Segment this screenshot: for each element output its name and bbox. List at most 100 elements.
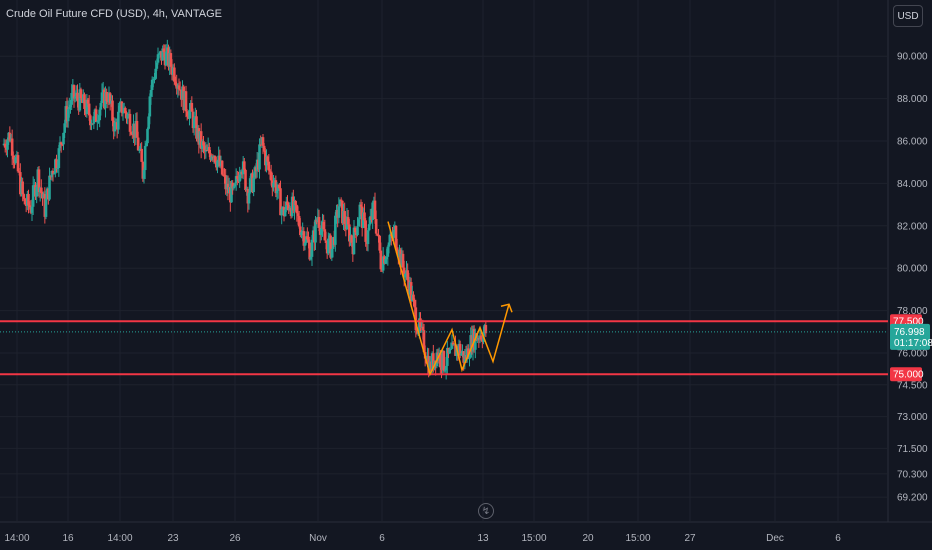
price-tick-label: 69.200 xyxy=(897,493,928,504)
candle-body xyxy=(208,147,211,154)
candle-body xyxy=(306,236,309,240)
candle-body xyxy=(283,209,287,217)
last-price-value: 76.998 xyxy=(894,327,925,338)
candle-body xyxy=(287,204,290,211)
time-axis: 14:00 16 14:00 23 26 Nov 6 13 15:00 20 15:00 27 Dec 6 xyxy=(4,533,841,544)
candle-body xyxy=(387,242,391,247)
last-price-countdown: 01:17:08 xyxy=(894,338,932,349)
time-tick-label: 14:00 xyxy=(107,533,132,544)
candle-body xyxy=(169,53,173,67)
candle-body xyxy=(35,186,38,197)
candle-body xyxy=(356,226,359,235)
candle-body xyxy=(395,247,399,254)
candle-body xyxy=(394,225,398,248)
candle-body xyxy=(161,48,164,61)
level-price-tag-text: 77.500 xyxy=(893,317,924,328)
candle-body xyxy=(446,347,449,366)
candle-body xyxy=(366,230,370,245)
candle-body xyxy=(184,91,188,112)
candle-body xyxy=(404,273,407,278)
candle-body xyxy=(330,248,334,258)
candle-body xyxy=(343,211,346,224)
candle-body xyxy=(113,122,117,132)
candle-body xyxy=(55,159,58,169)
candle-body xyxy=(177,85,181,90)
currency-button[interactable]: USD xyxy=(893,5,923,27)
zigzag-line xyxy=(387,221,510,377)
candle-body xyxy=(269,171,273,181)
time-tick-label: 23 xyxy=(167,533,179,544)
candle-body xyxy=(421,326,425,331)
time-tick-label: 13 xyxy=(477,533,489,544)
candle-body xyxy=(154,68,157,79)
candle-body xyxy=(8,132,12,141)
candle-body xyxy=(300,232,303,236)
candle-body xyxy=(443,370,447,372)
candle-body xyxy=(327,238,330,254)
candle-body xyxy=(377,234,380,236)
candle-body xyxy=(307,239,310,243)
candle-body xyxy=(329,235,332,258)
candle-body xyxy=(363,212,366,221)
candle-body xyxy=(143,145,147,171)
candle-body xyxy=(278,184,281,189)
candle-body xyxy=(3,143,7,148)
candle-body xyxy=(484,325,488,334)
candle-body xyxy=(31,185,35,207)
candle-body xyxy=(97,120,100,122)
lightning-icon[interactable]: ↯ xyxy=(478,503,494,519)
price-tick-label: 80.000 xyxy=(897,264,928,275)
candle-body xyxy=(412,294,415,300)
candle-body xyxy=(266,156,269,162)
candle-body xyxy=(238,174,241,182)
candle-body xyxy=(253,167,257,178)
candle-body xyxy=(155,62,159,69)
candle-body xyxy=(243,161,246,170)
candle-body xyxy=(334,215,337,245)
candle-body xyxy=(244,169,247,191)
price-tick-label: 76.000 xyxy=(897,349,928,360)
candle-body xyxy=(162,48,166,53)
candle-body xyxy=(267,161,271,171)
candle-body xyxy=(89,115,92,126)
candle-body xyxy=(129,131,133,135)
candle-body xyxy=(98,109,101,121)
candle-body xyxy=(460,353,463,356)
candle-body xyxy=(164,51,168,66)
candle-body xyxy=(14,157,17,164)
candle-body xyxy=(121,112,125,114)
candle-body xyxy=(323,229,327,241)
candle-body xyxy=(21,181,24,195)
candle-body xyxy=(37,169,41,193)
candle-body xyxy=(274,180,278,194)
candle-body xyxy=(353,227,357,233)
candle-body xyxy=(145,143,148,146)
chart-title: Crude Oil Future CFD (USD), 4h, VANTAGE xyxy=(6,8,222,20)
candle-body xyxy=(297,215,301,227)
candle-body xyxy=(136,137,140,151)
candle-body xyxy=(367,224,371,231)
candle-body xyxy=(83,94,86,109)
candle-body xyxy=(213,156,217,163)
price-tick-label: 73.000 xyxy=(897,412,928,423)
candle-body xyxy=(205,150,209,152)
candle-body xyxy=(69,104,72,107)
candle-body xyxy=(285,201,288,210)
candle-body xyxy=(348,224,351,242)
candle-body xyxy=(358,204,362,220)
candle-body xyxy=(23,198,27,205)
candle-body xyxy=(286,201,289,205)
candle-body xyxy=(388,234,392,243)
candle-body xyxy=(73,96,77,99)
candle-body xyxy=(57,148,61,169)
candle-body xyxy=(248,178,252,193)
candle-body xyxy=(258,144,261,170)
candle-body xyxy=(322,222,325,230)
candle-body xyxy=(449,348,453,350)
candle-body xyxy=(78,89,82,111)
candle-body xyxy=(99,103,103,110)
candle-body xyxy=(28,205,31,208)
candle-body xyxy=(150,79,154,90)
price-tick-label: 70.300 xyxy=(897,469,928,480)
